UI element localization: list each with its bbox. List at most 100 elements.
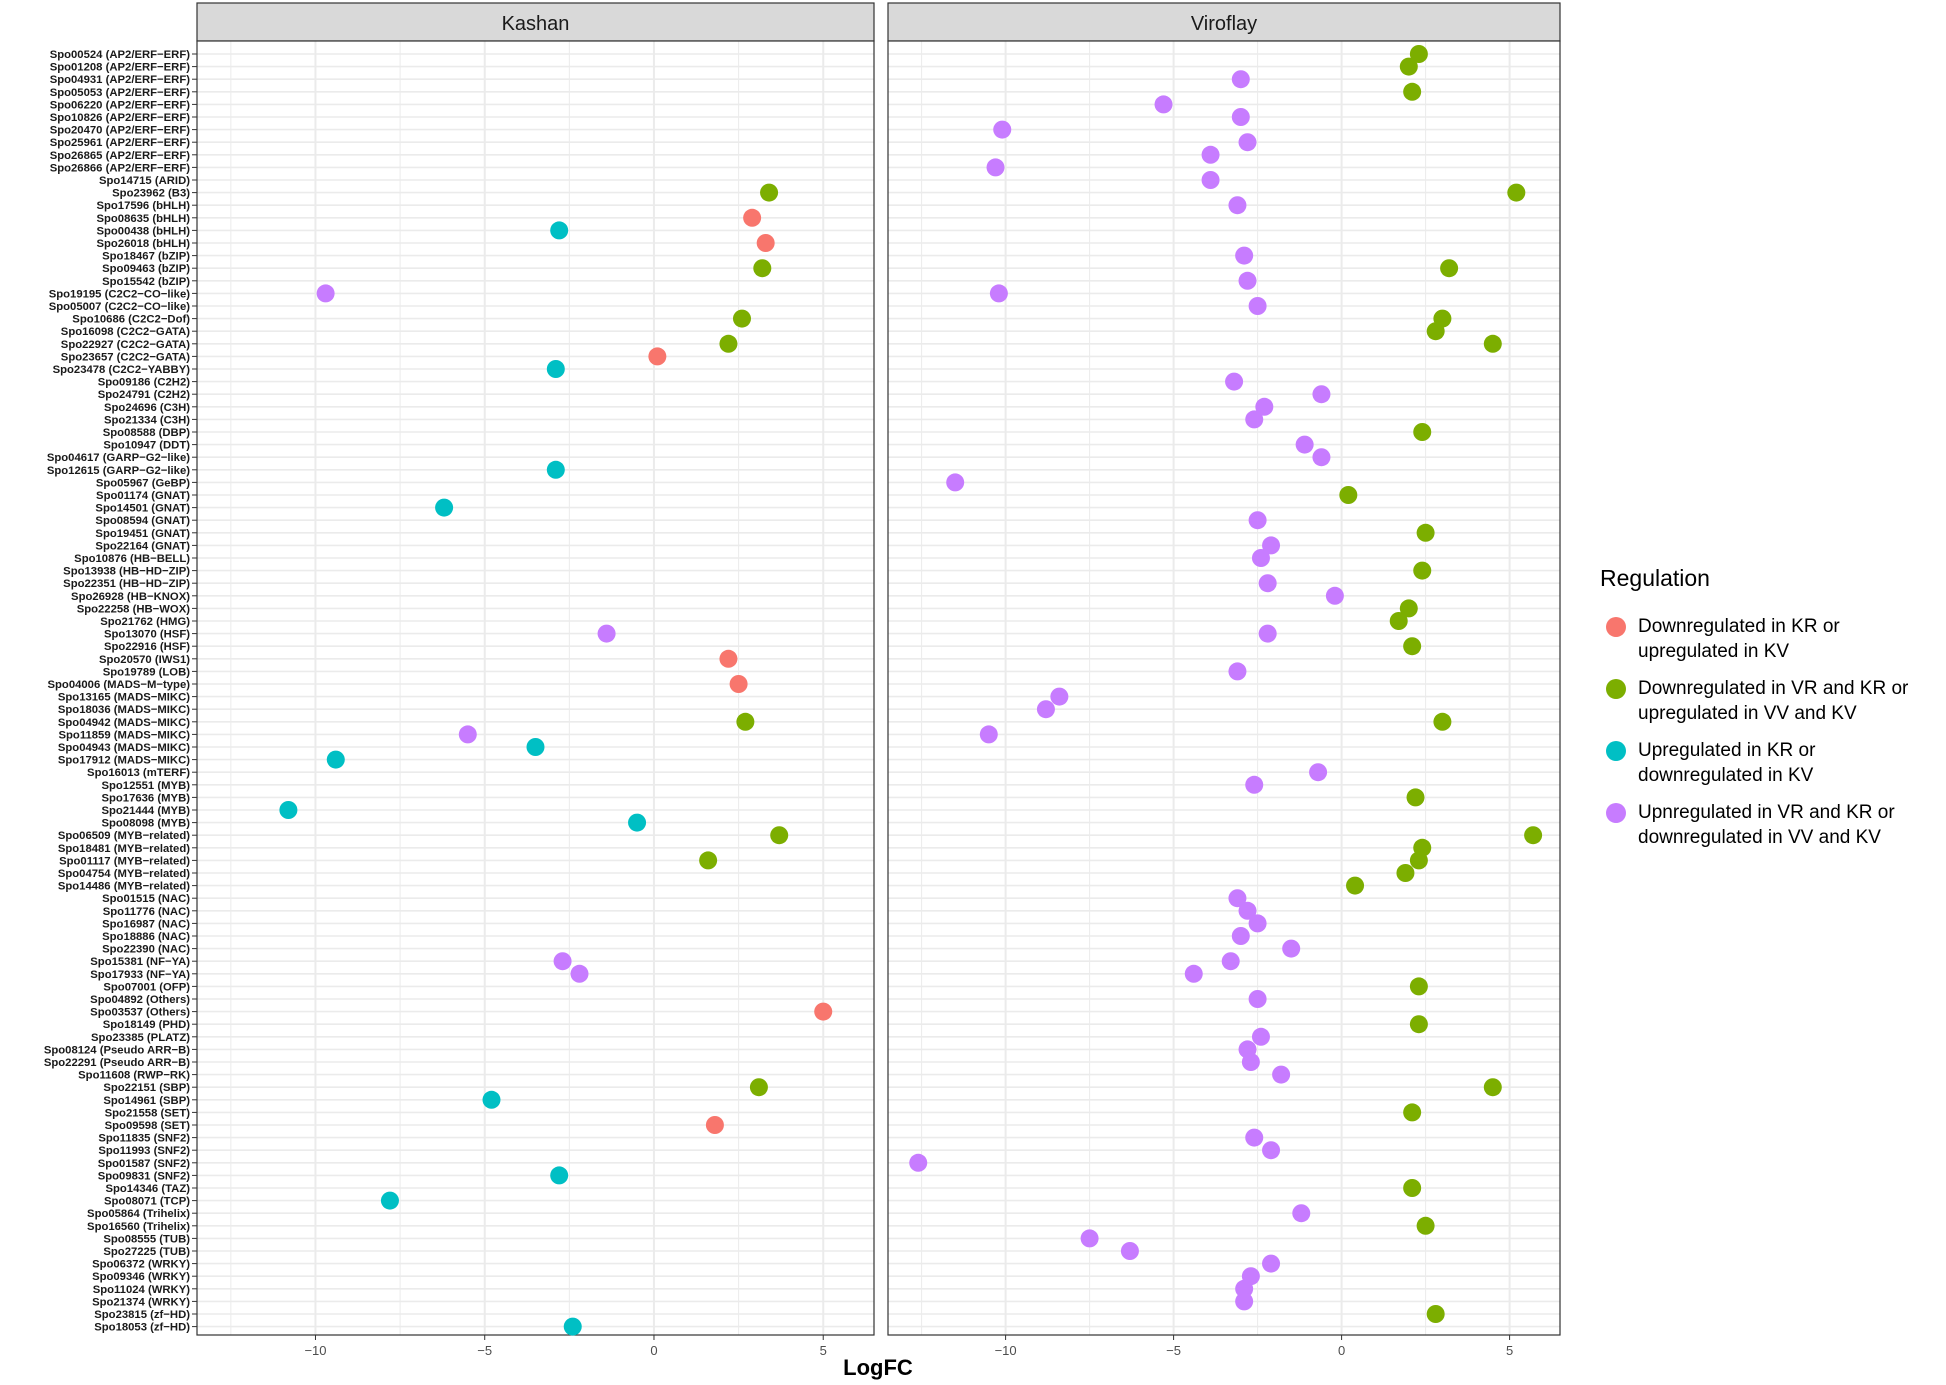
facet-strip <box>196 2 875 42</box>
y-tick-label: Spo05053 (AP2/ERF−ERF) <box>50 87 191 99</box>
y-tick-label: Spo10686 (C2C2−Dof) <box>72 314 190 326</box>
y-tick-label: Spo18036 (MADS−MIKC) <box>58 704 190 716</box>
data-point <box>1248 511 1267 530</box>
legend-title: Regulation <box>1600 565 1710 591</box>
data-point <box>1409 977 1428 996</box>
data-point <box>736 712 755 731</box>
data-point <box>563 1317 582 1336</box>
facet-label: Viroflay <box>1191 13 1257 35</box>
y-tick-label: Spo21444 (MYB) <box>101 805 190 817</box>
y-tick-label: Spo17912 (MADS−MIKC) <box>58 755 190 767</box>
y-tick-label: Spo20570 (IWS1) <box>99 654 190 666</box>
data-point <box>989 284 1008 303</box>
y-tick-label: Spo26018 (bHLH) <box>96 238 190 250</box>
data-point <box>1403 637 1422 656</box>
legend-item: Upnregulated in VR and KR or downregulat… <box>1600 800 1940 850</box>
legend-label: downregulated in VV and KV <box>1638 827 1881 848</box>
y-tick-label: Spo22291 (Pseudo ARR−B) <box>44 1057 190 1069</box>
y-tick-label: Spo05007 (C2C2−CO−like) <box>49 301 191 313</box>
data-point <box>1396 864 1415 882</box>
y-tick-label: Spo20470 (AP2/ERF−ERF) <box>50 125 191 137</box>
y-tick-label: Spo21762 (HMG) <box>100 616 190 628</box>
data-point <box>1524 826 1543 845</box>
y-tick-label: Spo22351 (HB−HD−ZIP) <box>63 578 190 590</box>
legend-label: downregulated in KV <box>1638 765 1814 786</box>
data-point <box>719 649 738 668</box>
y-tick-label: Spo04943 (MADS−MIKC) <box>58 742 190 754</box>
data-point <box>550 1166 569 1185</box>
data-point <box>316 284 335 303</box>
y-tick-label: Spo14501 (GNAT) <box>95 503 190 515</box>
data-point <box>1231 70 1250 89</box>
y-tick-label: Spo11835 (SNF2) <box>98 1133 190 1145</box>
y-tick-label: Spo16098 (C2C2−GATA) <box>61 326 190 338</box>
y-tick-label: Spo18467 (bZIP) <box>102 251 190 263</box>
data-point <box>1238 271 1257 290</box>
data-point <box>1184 964 1203 983</box>
data-point <box>1245 1128 1264 1147</box>
data-point <box>482 1090 501 1109</box>
y-tick-label: Spo14961 (SBP) <box>103 1095 190 1107</box>
y-tick-label: Spo08594 (GNAT) <box>95 515 190 527</box>
y-tick-label: Spo26928 (HB−KNOX) <box>71 591 190 603</box>
data-point <box>1325 586 1344 605</box>
data-point <box>1312 448 1331 467</box>
panel-background <box>197 41 874 1335</box>
y-tick-label: Spo26865 (AP2/ERF−ERF) <box>50 150 191 162</box>
y-tick-label: Spo19195 (C2C2−CO−like) <box>49 288 191 300</box>
y-tick-label: Spo08098 (MYB) <box>101 818 190 830</box>
data-point <box>1258 624 1277 643</box>
data-point <box>597 624 616 643</box>
y-tick-label: Spo01208 (AP2/ERF−ERF) <box>50 62 191 74</box>
panel-border <box>196 40 875 1336</box>
data-point <box>1231 927 1250 945</box>
data-point <box>749 1078 768 1097</box>
data-point <box>1262 1254 1281 1273</box>
y-tick-label: Spo08635 (bHLH) <box>96 213 190 225</box>
y-tick-label: Spo11993 (SNF2) <box>98 1145 190 1157</box>
y-tick-label: Spo01515 (NAC) <box>102 893 190 905</box>
legend-label: Upregulated in KR or <box>1638 740 1816 761</box>
x-tick-label: 5 <box>1506 1343 1513 1358</box>
y-tick-label: Spo10826 (AP2/ERF−ERF) <box>50 112 191 124</box>
data-point <box>1245 410 1264 429</box>
y-tick-label: Spo14486 (MYB−related) <box>58 881 190 893</box>
facet-label: Kashan <box>502 13 570 35</box>
data-point <box>770 826 789 845</box>
y-tick-label: Spo08588 (DBP) <box>103 427 191 439</box>
x-axis-label: LogFC <box>843 1355 913 1380</box>
x-tick-label: −5 <box>477 1343 492 1358</box>
data-point <box>1295 435 1314 454</box>
data-point <box>279 801 298 819</box>
data-point <box>1282 939 1301 958</box>
y-tick-label: Spo26866 (AP2/ERF−ERF) <box>50 162 191 174</box>
x-tick-label: −10 <box>995 1343 1017 1358</box>
data-point <box>1080 1229 1099 1248</box>
data-point <box>814 1002 833 1021</box>
y-tick-label: Spo12551 (MYB) <box>101 780 190 792</box>
y-tick-label: Spo00524 (AP2/ERF−ERF) <box>50 49 191 61</box>
data-point <box>1248 990 1267 1008</box>
data-point <box>1228 196 1247 215</box>
legend-label: Upnregulated in VR and KR or <box>1638 802 1895 823</box>
y-tick-label: Spo04942 (MADS−MIKC) <box>58 717 190 729</box>
data-point <box>1235 246 1254 265</box>
y-tick-label: Spo09831 (SNF2) <box>98 1170 191 1182</box>
y-tick-label: Spo11776 (NAC) <box>103 906 191 918</box>
y-tick-label: Spo03537 (Others) <box>90 1007 190 1019</box>
data-point <box>1507 183 1526 202</box>
y-tick-label: Spo22916 (HSF) <box>104 641 190 653</box>
y-tick-label: Spo09598 (SET) <box>105 1120 191 1132</box>
legend-key-downregulated-kr <box>1606 617 1626 637</box>
data-point <box>1228 662 1247 681</box>
data-point <box>1228 889 1247 908</box>
y-tick-label: Spo22164 (GNAT) <box>95 540 190 552</box>
data-point <box>1251 549 1270 567</box>
panel-background <box>888 41 1560 1335</box>
data-point <box>1248 297 1267 315</box>
y-tick-label: Spo19451 (GNAT) <box>95 528 190 540</box>
y-tick-label: Spo23815 (zf−HD) <box>94 1309 190 1321</box>
legend-label: Downregulated in VR and KR or <box>1638 678 1909 699</box>
y-tick-label: Spo06220 (AP2/ERF−ERF) <box>50 99 191 111</box>
y-tick-label: Spo09346 (WRKY) <box>92 1271 190 1283</box>
